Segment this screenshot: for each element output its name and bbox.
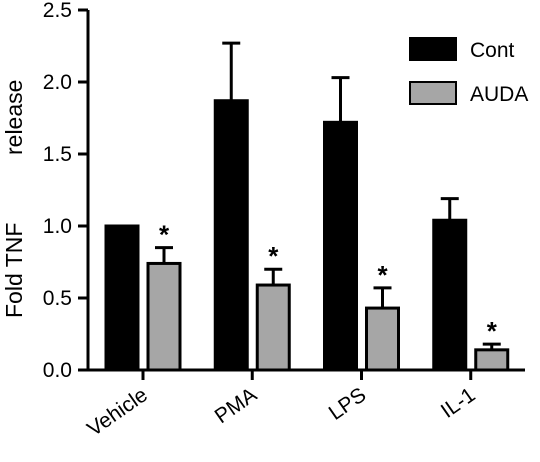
significance-marker: * [159,220,170,250]
x-tick-label: PMA [211,383,261,428]
y-axis-title: Fold TNF release [1,80,27,318]
y-tick-label: 2.0 [43,71,72,94]
legend-swatch-auda [409,81,457,105]
y-tick-label: 1.0 [43,215,72,238]
x-tick-label: IL-1 [437,383,480,423]
bars: * * * * [104,41,510,372]
significance-marker: * [268,241,279,271]
significance-marker: * [487,316,498,346]
y-tick-label: 0.5 [43,287,72,310]
legend-swatch-cont [409,37,457,61]
bar-auda [255,283,291,372]
x-tick-label: LPS [325,383,371,425]
x-tick-label: Vehicle [83,383,152,441]
bar-cont [104,224,140,372]
bar-auda [146,261,182,372]
y-axis-title-part-1: Fold TNF [1,223,27,318]
bar-auda [474,348,510,372]
y-axis-title-part-2: release [1,80,27,155]
y-tick-label: 2.5 [43,0,72,22]
legend-label-auda: AUDA [470,83,528,106]
x-axis: Vehicle PMA LPS IL-1 [83,368,525,441]
bar-cont [323,120,358,372]
bar-cont [213,99,249,372]
bar-auda [365,306,400,372]
y-tick-label: 0.0 [43,359,72,382]
y-tick-label: 1.5 [43,143,72,166]
significance-marker: * [377,260,388,290]
legend-label-cont: Cont [470,39,515,62]
legend: Cont AUDA [409,37,528,106]
y-axis: 0.0 0.5 1.0 1.5 2.0 2.5 [43,0,90,382]
bar-cont [432,218,468,372]
